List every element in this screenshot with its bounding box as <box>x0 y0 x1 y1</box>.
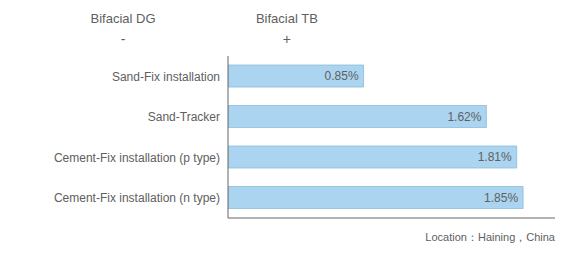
svg-text:Sand-Tracker: Sand-Tracker <box>148 110 220 124</box>
svg-text:0.85%: 0.85% <box>325 69 359 83</box>
svg-text:1.62%: 1.62% <box>447 110 481 124</box>
svg-text:Cement-Fix installation (n typ: Cement-Fix installation (n type) <box>54 191 220 205</box>
html-text:Bifacial DG: Bifacial DG <box>90 11 156 26</box>
html-text:Location：Haining，China: Location：Haining，China <box>425 231 555 243</box>
svg-text:1.85%: 1.85% <box>484 191 518 205</box>
html-text:Bifacial TB: Bifacial TB <box>255 11 318 26</box>
svg-text:Sand-Fix installation: Sand-Fix installation <box>112 70 220 84</box>
svg-text:Cement-Fix installation (p typ: Cement-Fix installation (p type) <box>54 151 220 165</box>
svg-text:1.81%: 1.81% <box>478 150 512 164</box>
